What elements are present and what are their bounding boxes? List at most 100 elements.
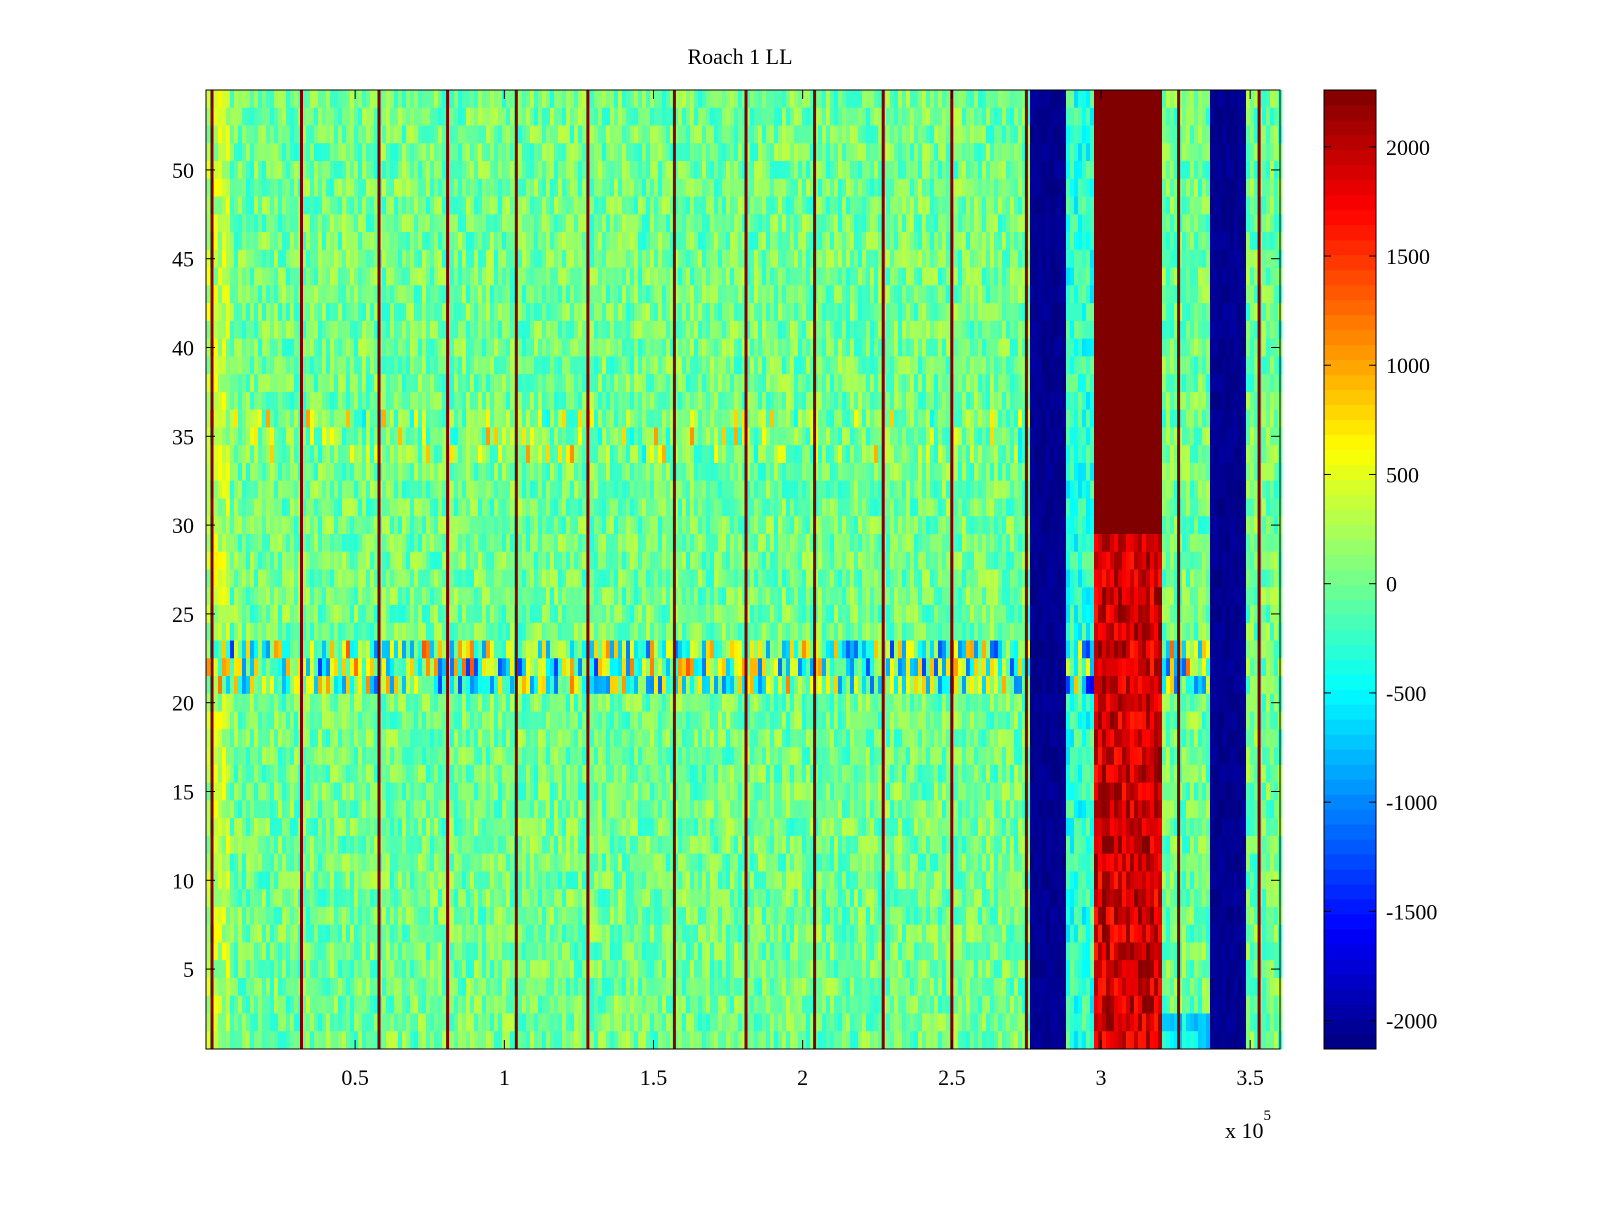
heatmap-cell — [994, 178, 999, 197]
heatmap-cell — [350, 107, 355, 126]
heatmap-cell — [314, 125, 319, 144]
heatmap-cell — [338, 374, 343, 393]
heatmap-cell — [1014, 125, 1019, 144]
heatmap-cell — [886, 143, 891, 162]
heatmap-cell — [1170, 90, 1175, 109]
heatmap-cell — [354, 374, 359, 393]
heatmap-cell — [322, 374, 327, 393]
heatmap-cell — [774, 338, 779, 357]
heatmap-cell — [1202, 391, 1207, 411]
heatmap-cell — [374, 303, 379, 322]
heatmap-cell — [354, 125, 359, 144]
heatmap-cell — [286, 232, 291, 251]
heatmap-cell — [1054, 338, 1059, 357]
heatmap-cell — [1198, 267, 1203, 286]
heatmap-cell — [1266, 178, 1271, 197]
heatmap-cell — [662, 143, 667, 162]
heatmap-cell — [1226, 90, 1231, 109]
heatmap-cell — [614, 107, 619, 126]
heatmap-cell — [622, 161, 627, 180]
heatmap-cell — [442, 107, 447, 126]
heatmap-cell — [1190, 285, 1195, 304]
heatmap-cell — [1206, 232, 1211, 251]
heatmap-cell — [302, 391, 307, 411]
heatmap-cell — [1014, 356, 1019, 375]
heatmap-cell — [546, 374, 551, 393]
heatmap-cell — [978, 143, 983, 162]
heatmap-cell — [1022, 356, 1027, 375]
heatmap-cell — [226, 267, 231, 286]
heatmap-cell — [1066, 90, 1071, 109]
heatmap-cell — [1218, 338, 1223, 357]
heatmap-cell — [1222, 214, 1227, 233]
heatmap-cell — [470, 374, 475, 393]
heatmap-cell — [1138, 90, 1143, 109]
heatmap-cell — [1186, 232, 1191, 251]
heatmap-cell — [1274, 267, 1279, 286]
heatmap-cell — [1134, 374, 1139, 393]
heatmap-cell — [418, 320, 423, 340]
heatmap-cell — [582, 178, 587, 197]
heatmap-cell — [478, 409, 483, 428]
heatmap-cell — [1094, 178, 1099, 197]
heatmap-cell — [330, 338, 335, 357]
heatmap-cell — [482, 303, 487, 322]
heatmap-cell — [482, 356, 487, 375]
heatmap-cell — [550, 90, 555, 109]
heatmap-cell — [862, 374, 867, 393]
heatmap-cell — [370, 391, 375, 411]
heatmap-cell — [654, 196, 659, 215]
heatmap-cell — [574, 161, 579, 180]
heatmap-cell — [758, 161, 763, 180]
heatmap-cell — [230, 409, 235, 428]
heatmap-cell — [1086, 90, 1091, 109]
heatmap-cell — [1154, 232, 1159, 251]
heatmap-cell — [1262, 267, 1267, 286]
heatmap-cell — [946, 214, 951, 233]
heatmap-cell — [234, 125, 239, 144]
heatmap-cell — [906, 338, 911, 357]
heatmap-cell — [1006, 178, 1011, 197]
heatmap-cell — [686, 320, 691, 340]
heatmap-cell — [1150, 249, 1155, 268]
heatmap-cell — [582, 285, 587, 304]
heatmap-cell — [662, 196, 667, 215]
heatmap-cell — [842, 107, 847, 126]
heatmap-cell — [482, 161, 487, 180]
heatmap-cell — [894, 285, 899, 304]
heatmap-cell — [1098, 143, 1103, 162]
heatmap-cell — [902, 125, 907, 144]
heatmap-cell — [730, 90, 735, 109]
heatmap-cell — [974, 320, 979, 340]
heatmap-cell — [818, 178, 823, 197]
heatmap-cell — [794, 320, 799, 340]
heatmap-cell — [610, 196, 615, 215]
heatmap-cell — [846, 249, 851, 268]
heatmap-cell — [206, 391, 211, 411]
heatmap-cell — [1078, 374, 1083, 393]
heatmap-cell — [294, 125, 299, 144]
heatmap-cell — [938, 107, 943, 126]
heatmap-cell — [418, 391, 423, 411]
heatmap-cell — [1038, 391, 1043, 411]
heatmap-cell — [938, 214, 943, 233]
heatmap-cell — [274, 285, 279, 304]
heatmap-cell — [414, 320, 419, 340]
heatmap-cell — [418, 374, 423, 393]
heatmap-cell — [418, 338, 423, 357]
heatmap-cell — [890, 338, 895, 357]
heatmap-cell — [790, 178, 795, 197]
heatmap-cell — [754, 90, 759, 109]
heatmap-cell — [482, 338, 487, 357]
heatmap-cell — [494, 285, 499, 304]
heatmap-cell — [1166, 285, 1171, 304]
heatmap-cell — [1094, 232, 1099, 251]
heatmap-cell — [1178, 356, 1183, 375]
heatmap-cell — [714, 285, 719, 304]
heatmap-cell — [770, 356, 775, 375]
heatmap-cell — [1242, 285, 1247, 304]
heatmap-cell — [622, 125, 627, 144]
heatmap-cell — [358, 320, 363, 340]
heatmap-cell — [554, 232, 559, 251]
heatmap-cell — [294, 90, 299, 109]
